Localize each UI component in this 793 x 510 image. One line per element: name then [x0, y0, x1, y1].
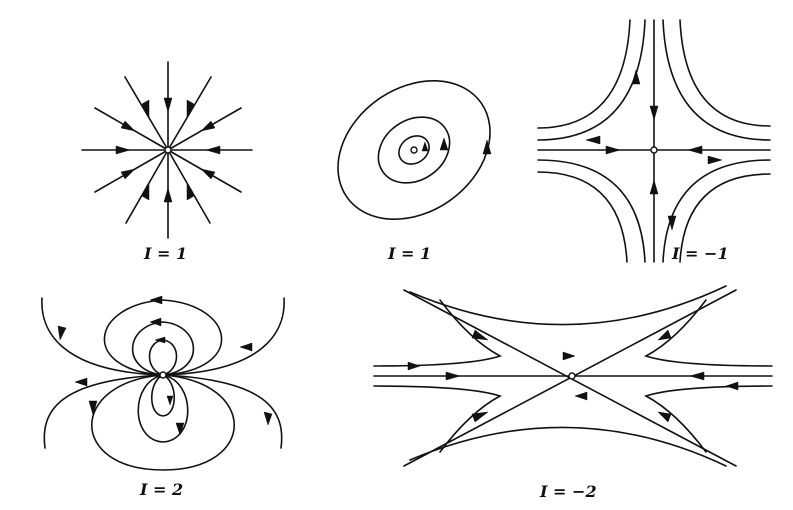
- panel-saddle: [537, 19, 771, 263]
- panel-source-node: [81, 61, 253, 239]
- label-monkey-saddle: I = −2: [540, 482, 597, 501]
- panel-monkey-saddle: [373, 285, 773, 467]
- singular-point: [410, 146, 418, 154]
- singular-point: [164, 146, 172, 154]
- panel-dipole: [41, 295, 285, 471]
- label-center: I = 1: [388, 244, 432, 263]
- singular-point: [159, 371, 167, 379]
- label-dipole: I = 2: [140, 480, 184, 499]
- radial-arrows: [115, 97, 221, 203]
- singular-point: [650, 146, 658, 154]
- label-saddle: I = −1: [672, 244, 729, 263]
- panel-center: [337, 79, 492, 221]
- singular-point: [568, 372, 576, 380]
- label-source: I = 1: [144, 244, 188, 263]
